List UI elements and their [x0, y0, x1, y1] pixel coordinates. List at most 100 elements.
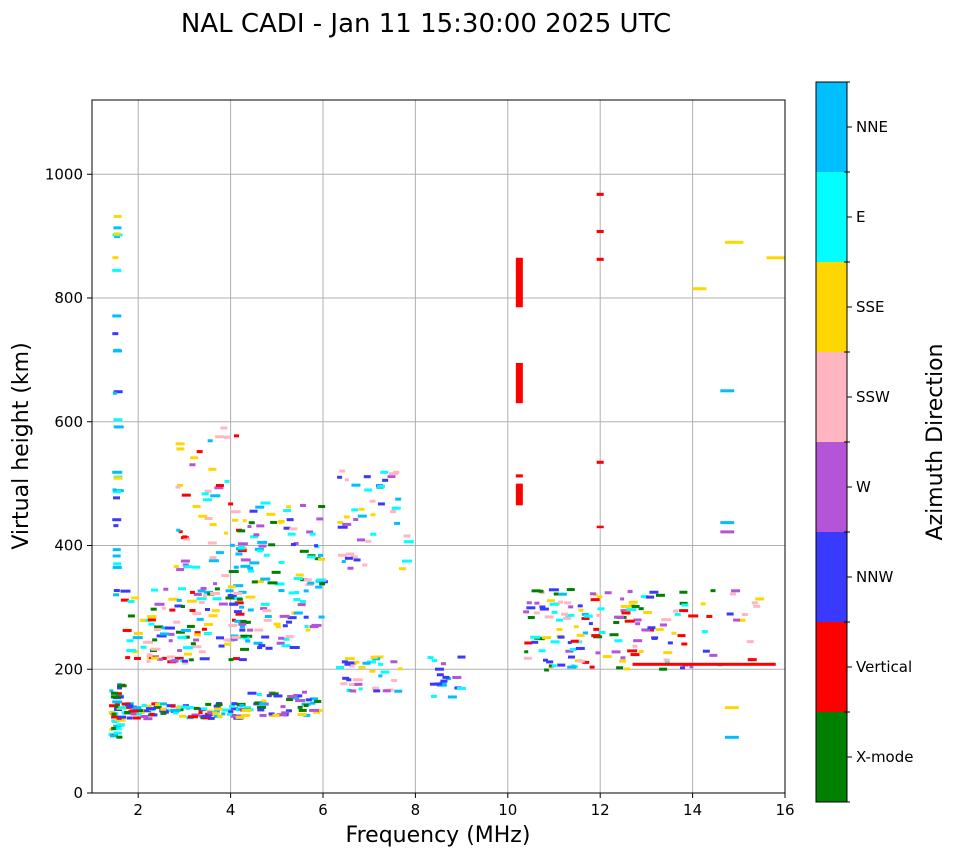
- echo-point: [627, 590, 633, 594]
- echo-point: [237, 549, 247, 553]
- echo-point: [568, 605, 574, 609]
- echo-point: [377, 502, 385, 506]
- echo-point: [223, 435, 231, 439]
- echo-point: [303, 578, 312, 582]
- echo-point: [116, 723, 125, 727]
- echo-point: [140, 645, 147, 649]
- echo-point: [233, 591, 243, 595]
- echo-point: [189, 590, 195, 594]
- echo-point: [260, 602, 270, 606]
- echo-point: [543, 658, 549, 662]
- echo-point: [234, 601, 244, 605]
- echo-point: [638, 650, 644, 654]
- echo-point: [570, 639, 579, 643]
- echo-point: [111, 712, 117, 716]
- echo-point: [247, 691, 257, 695]
- echo-point: [681, 642, 688, 646]
- echo-point: [633, 639, 643, 643]
- echo-point: [231, 702, 238, 706]
- echo-point: [293, 694, 303, 698]
- echo-point: [567, 655, 575, 659]
- echo-point: [593, 627, 600, 631]
- echo-point: [583, 614, 593, 618]
- y-tick-label: 600: [54, 413, 83, 431]
- echo-point: [150, 656, 159, 660]
- echo-point: [213, 582, 218, 586]
- echo-point: [598, 630, 606, 634]
- echo-point: [369, 499, 376, 503]
- echo-point: [161, 626, 168, 630]
- echo-point: [113, 418, 123, 422]
- echo-point: [161, 606, 166, 610]
- echo-point: [526, 606, 536, 610]
- echo-point: [564, 601, 572, 605]
- echo-point: [207, 711, 213, 715]
- echo-point: [235, 715, 245, 719]
- echo-point: [112, 700, 123, 704]
- echo-point: [179, 659, 184, 663]
- echo-point: [293, 611, 303, 615]
- echo-point: [263, 553, 270, 557]
- echo-point: [207, 439, 213, 443]
- echo-point: [125, 656, 131, 660]
- colorbar-tick-label: X-mode: [856, 748, 913, 766]
- echo-point: [221, 712, 226, 716]
- echo-point: [307, 581, 315, 585]
- echo-point: [272, 713, 280, 717]
- echo-point: [317, 553, 323, 557]
- echo-point: [597, 595, 603, 599]
- echo-point: [575, 646, 585, 650]
- colorbar: X-mode Vertical NNW W SSW SSE E NNE: [815, 81, 913, 803]
- echo-point: [224, 479, 230, 483]
- echo-point: [677, 634, 686, 638]
- echo-point: [318, 505, 326, 509]
- echo-point: [565, 649, 574, 653]
- echo-point: [314, 544, 319, 548]
- echo-point: [192, 612, 202, 616]
- echo-point: [538, 589, 544, 593]
- colorbar-segment: [816, 622, 847, 712]
- echo-point: [281, 644, 291, 648]
- echo-point: [232, 518, 239, 522]
- echo-point: [736, 618, 746, 622]
- echo-point: [238, 590, 247, 594]
- echo-point: [117, 684, 127, 688]
- echo-point: [239, 605, 245, 609]
- echo-point: [341, 660, 348, 664]
- echo-point: [597, 607, 605, 611]
- echo-point: [242, 519, 247, 523]
- echo-line: [720, 389, 735, 393]
- x-tick-label: 10: [498, 801, 517, 819]
- echo-point: [182, 563, 189, 567]
- echo-point: [646, 595, 655, 599]
- echo-point: [245, 595, 256, 599]
- echo-point: [112, 332, 119, 336]
- echo-point: [286, 698, 294, 702]
- echo-point: [635, 622, 641, 626]
- echo-point: [231, 635, 241, 639]
- echo-point: [300, 578, 308, 582]
- echo-point: [249, 561, 260, 565]
- echo-point: [235, 552, 243, 556]
- echo-point: [235, 612, 245, 616]
- echo-point: [204, 608, 210, 612]
- echo-point: [620, 597, 625, 601]
- echo-point: [156, 702, 167, 706]
- echo-point: [169, 659, 179, 663]
- echo-point: [247, 566, 254, 570]
- echo-point: [293, 693, 298, 697]
- echo-point: [363, 475, 371, 479]
- echo-point: [297, 713, 307, 717]
- echo-point: [351, 483, 361, 487]
- echo-point: [664, 660, 670, 664]
- echo-point: [440, 662, 446, 666]
- echo-point: [237, 529, 246, 533]
- echo-point: [186, 624, 195, 628]
- echo-point: [215, 703, 223, 707]
- echo-line: [724, 735, 739, 739]
- echo-point: [681, 603, 689, 607]
- echo-point: [121, 702, 131, 706]
- axis-ticks: 2 4 6 8 10 12 14 16 0 200 400 600 800 1000: [45, 165, 795, 819]
- echo-point: [620, 609, 631, 613]
- echo-point: [279, 614, 290, 618]
